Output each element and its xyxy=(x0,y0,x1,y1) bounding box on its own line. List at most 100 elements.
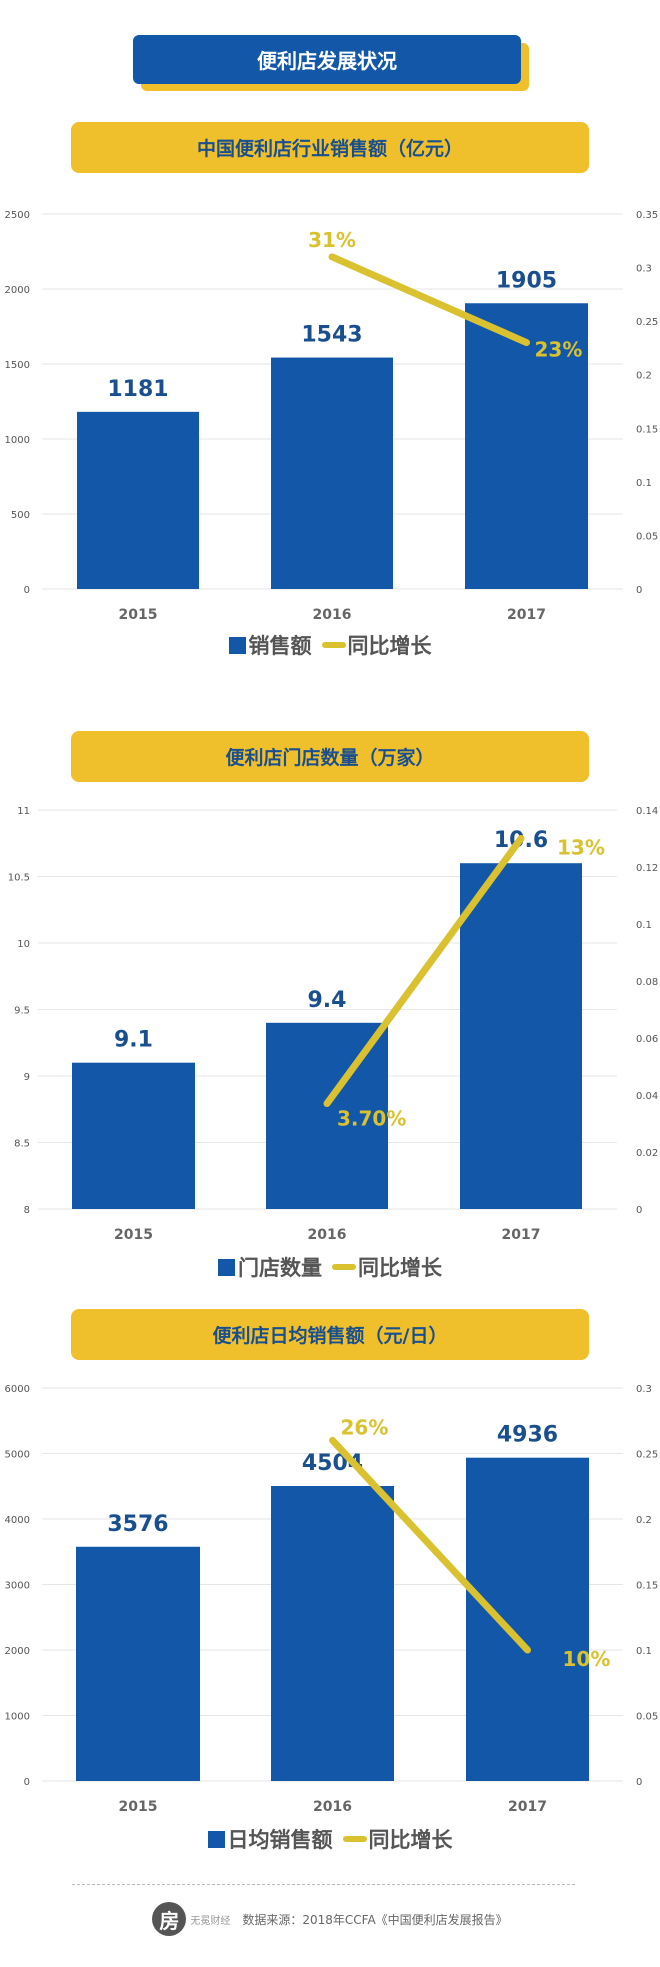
left-axis-tick-label: 11 xyxy=(17,806,30,817)
left-axis-tick-label: 6000 xyxy=(5,1384,30,1395)
right-axis-tick-label: 0.08 xyxy=(636,977,658,988)
chart-2-title: 便利店门店数量（万家） xyxy=(71,731,589,782)
left-axis-tick-label: 9 xyxy=(24,1072,30,1083)
chart-1-title: 中国便利店行业销售额（亿元） xyxy=(71,122,589,173)
legend-bar-swatch xyxy=(218,1258,235,1276)
legend-bar-label: 门店数量 xyxy=(238,1256,322,1280)
bar-data-label: 4936 xyxy=(497,1423,558,1448)
growth-data-label: 31% xyxy=(308,228,356,252)
growth-point xyxy=(329,253,335,260)
right-axis-tick-label: 0.35 xyxy=(636,210,658,221)
right-axis-tick-label: 0.3 xyxy=(636,1384,652,1395)
chart-3-legend: 日均销售额 同比增长 xyxy=(0,1824,660,1854)
growth-data-label: 10% xyxy=(563,1647,611,1671)
bar-2015 xyxy=(77,411,199,589)
right-axis-tick-label: 0 xyxy=(636,585,642,596)
bar-2017 xyxy=(465,303,588,589)
growth-point xyxy=(324,1100,330,1107)
right-axis-tick-label: 0.15 xyxy=(636,1581,658,1592)
left-axis-tick-label: 500 xyxy=(11,510,30,521)
right-axis-tick-label: 0.06 xyxy=(636,1034,658,1045)
chart-3-title: 便利店日均销售额（元/日） xyxy=(71,1309,589,1360)
bar-2016 xyxy=(271,357,393,589)
left-axis-tick-label: 10 xyxy=(17,939,30,950)
right-axis-tick-label: 0.1 xyxy=(636,478,652,489)
x-axis-tick-label: 2017 xyxy=(502,1227,541,1243)
growth-point xyxy=(524,1647,531,1653)
x-axis-tick-label: 2016 xyxy=(313,607,352,623)
x-axis-tick-label: 2017 xyxy=(508,1799,547,1815)
growth-data-label: 13% xyxy=(557,836,605,860)
left-axis-tick-label: 8 xyxy=(24,1205,30,1216)
brand-logo-text: 无冕财经 xyxy=(190,1915,231,1927)
chart-2: 8 8.5 9 9.5 10 10.5 11 0 0.02 0.04 0.06 0.08 0.1 0.12… xyxy=(8,806,659,1243)
left-axis-tick-label: 2000 xyxy=(5,285,30,296)
x-axis-tick-label: 2016 xyxy=(308,1227,347,1243)
growth-data-label: 26% xyxy=(341,1415,389,1439)
left-axis-tick-label: 0 xyxy=(24,585,30,596)
right-axis-tick-label: 0.2 xyxy=(636,1515,652,1526)
bar-data-label: 1181 xyxy=(107,377,168,402)
right-axis-tick-label: 0.2 xyxy=(636,371,652,382)
right-axis-tick-label: 0.14 xyxy=(636,806,658,817)
right-axis-tick-label: 0.05 xyxy=(636,531,658,542)
bar-2017 xyxy=(460,863,582,1209)
x-axis-tick-label: 2015 xyxy=(114,1227,153,1243)
chart-1-legend: 销售额 同比增长 xyxy=(0,630,660,660)
right-axis-tick-label: 0.25 xyxy=(636,1450,658,1461)
data-source: 数据来源：2018年CCFA《中国便利店发展报告》 xyxy=(242,1912,508,1927)
bar-data-label: 1905 xyxy=(496,268,557,293)
x-axis-tick-label: 2015 xyxy=(119,1799,158,1815)
chart-3: 0 1000 2000 3000 4000 5000 6000 0 0.05 0.1 0.15 0.2… xyxy=(5,1384,659,1815)
left-axis-tick-label: 0 xyxy=(24,1777,30,1788)
legend-bar-label: 销售额 xyxy=(248,634,312,658)
legend-line-label: 同比增长 xyxy=(368,1828,453,1852)
right-axis-tick-label: 0.02 xyxy=(636,1148,658,1159)
legend-line-swatch xyxy=(321,642,346,648)
right-axis-tick-label: 0.1 xyxy=(636,920,652,931)
right-axis-tick-label: 0.1 xyxy=(636,1646,652,1657)
legend-line-label: 同比增长 xyxy=(358,1256,442,1280)
left-axis-tick-label: 8.5 xyxy=(14,1139,30,1150)
brand-logo-icon: 房 xyxy=(152,1902,187,1936)
bar-data-label: 9.4 xyxy=(308,988,347,1013)
left-axis-tick-label: 4000 xyxy=(5,1515,30,1526)
left-axis-tick-label: 10.5 xyxy=(8,873,30,884)
left-axis-tick-label: 5000 xyxy=(5,1450,30,1461)
legend-line-swatch xyxy=(332,1264,356,1270)
right-axis-tick-label: 0 xyxy=(636,1205,642,1216)
bar-2016 xyxy=(271,1485,394,1781)
right-axis-tick-label: 0.3 xyxy=(636,264,652,275)
left-axis-tick-label: 2000 xyxy=(5,1646,30,1657)
growth-line xyxy=(328,253,530,347)
right-axis-tick-label: 0.04 xyxy=(636,1091,658,1102)
x-axis-tick-label: 2015 xyxy=(119,607,158,623)
chart-1: 0 500 1000 1500 2000 2500 0 0.05 0.1 0.15 0.2 0.25 0… xyxy=(5,210,659,623)
bar-data-label: 3576 xyxy=(107,1512,168,1537)
legend-line-swatch xyxy=(342,1836,367,1842)
left-axis-tick-label: 2500 xyxy=(5,210,30,221)
main-title: 便利店发展状况 xyxy=(133,35,521,84)
right-axis-tick-label: 0.15 xyxy=(636,424,658,435)
left-axis-tick-label: 9.5 xyxy=(14,1006,30,1017)
growth-data-label: 3.70% xyxy=(337,1107,406,1131)
right-axis-tick-label: 0 xyxy=(636,1777,642,1788)
legend-bar-swatch xyxy=(228,636,246,654)
x-axis-tick-label: 2016 xyxy=(313,1799,352,1815)
growth-line xyxy=(323,835,525,1108)
legend-bar-label: 日均销售额 xyxy=(227,1828,333,1852)
growth-point xyxy=(523,339,530,346)
right-axis-tick-label: 0.12 xyxy=(636,863,658,874)
growth-point xyxy=(329,1437,336,1444)
legend-line-label: 同比增长 xyxy=(347,634,432,658)
right-axis-tick-label: 0.05 xyxy=(636,1712,658,1723)
bar-data-label: 1543 xyxy=(301,323,362,348)
bar-2017 xyxy=(466,1457,589,1781)
left-axis-tick-label: 1000 xyxy=(5,435,30,446)
footer: 房 无冕财经 数据来源：2018年CCFA《中国便利店发展报告》 xyxy=(0,1902,660,1936)
footer-divider xyxy=(72,1884,575,1885)
growth-data-label: 23% xyxy=(535,338,583,362)
legend-bar-swatch xyxy=(207,1830,225,1848)
bar-2015 xyxy=(76,1546,200,1781)
bar-data-label: 9.1 xyxy=(114,1028,153,1053)
